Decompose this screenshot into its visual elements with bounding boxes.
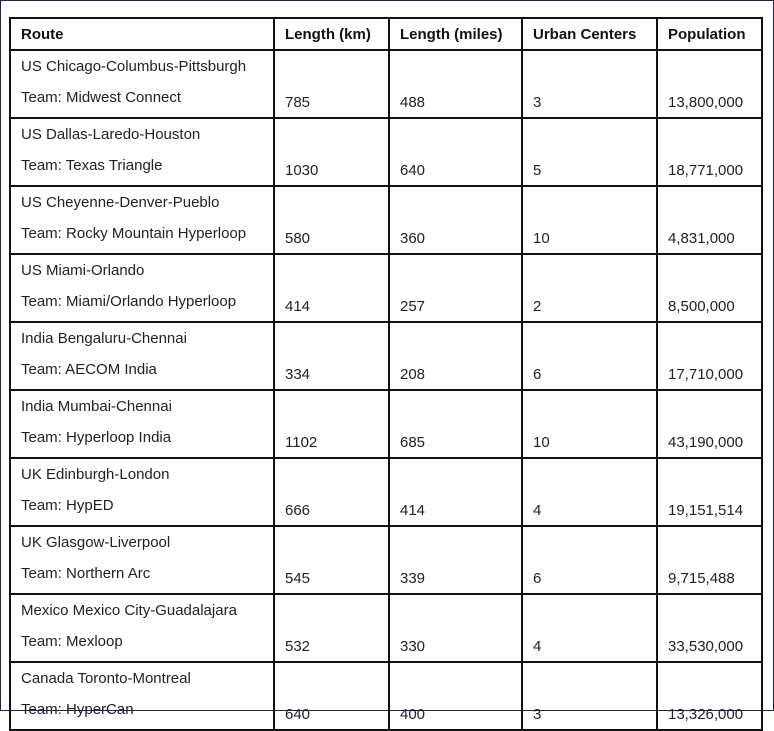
team-name: Team: Miami/Orlando Hyperloop [21, 293, 237, 310]
table-cell: 2 [521, 253, 658, 323]
route-name: Mexico Mexico City-Guadalajara [21, 602, 237, 619]
header-row: Route Length (km) Length (miles) Urban Cent… [9, 17, 763, 51]
table-cell: 17,710,000 [656, 321, 763, 391]
team-name: Team: Hyperloop India [21, 429, 172, 446]
table-cell: 488 [388, 49, 523, 119]
team-name: Team: HyperCan [21, 701, 134, 718]
team-name: Team: HypED [21, 497, 114, 514]
table-cell: 6 [521, 525, 658, 595]
table-row: US Miami-Orlando Team: Miami/Orlando Hype… [9, 253, 763, 323]
header-cell: Length (km) [273, 17, 390, 51]
table-row: US Cheyenne-Denver-Pueblo Team: Rocky Mou… [9, 185, 763, 255]
route-name: Canada Toronto-Montreal [21, 670, 191, 687]
route-cell: India Bengaluru-Chennai Team: AECOM India [9, 321, 275, 391]
table-cell: 334 [273, 321, 390, 391]
header-cell: Urban Centers [521, 17, 658, 51]
route-cell: US Chicago-Columbus-Pittsburgh Team: Midw… [9, 49, 275, 119]
table-cell: 43,190,000 [656, 389, 763, 459]
table-cell: 666 [273, 457, 390, 527]
table-cell: 18,771,000 [656, 117, 763, 187]
route-name: US Miami-Orlando [21, 262, 145, 279]
table-row: US Dallas-Laredo-Houston Team: Texas Tria… [9, 117, 763, 187]
route-cell: UK Glasgow-Liverpool Team: Northern Arc [9, 525, 275, 595]
table-cell: 532 [273, 593, 390, 663]
route-cell: India Mumbai-Chennai Team: Hyperloop Indi… [9, 389, 275, 459]
table-cell: 640 [388, 117, 523, 187]
table-row: Canada Toronto-Montreal Team: HyperCan 640… [9, 661, 763, 731]
team-name: Team: Texas Triangle [21, 157, 163, 174]
table-cell: 19,151,514 [656, 457, 763, 527]
table-cell: 10 [521, 185, 658, 255]
route-name: US Chicago-Columbus-Pittsburgh [21, 58, 247, 75]
table-body: US Chicago-Columbus-Pittsburgh Team: Midw… [9, 49, 763, 731]
route-name: UK Edinburgh-London [21, 466, 170, 483]
route-name: India Mumbai-Chennai [21, 398, 172, 415]
table-cell: 414 [273, 253, 390, 323]
table-cell: 6 [521, 321, 658, 391]
route-table: Route Length (km) Length (miles) Urban Cent… [9, 17, 763, 731]
table-cell: 685 [388, 389, 523, 459]
table-cell: 208 [388, 321, 523, 391]
route-cell: US Miami-Orlando Team: Miami/Orlando Hype… [9, 253, 275, 323]
header-cell: Length (miles) [388, 17, 523, 51]
table-cell: 13,326,000 [656, 661, 763, 731]
table-cell: 4 [521, 457, 658, 527]
table-cell: 3 [521, 49, 658, 119]
header-cell: Population [656, 17, 763, 51]
table-row: India Mumbai-Chennai Team: Hyperloop Indi… [9, 389, 763, 459]
table-cell: 13,800,000 [656, 49, 763, 119]
team-name: Team: Northern Arc [21, 565, 151, 582]
header-cell: Route [9, 17, 275, 51]
table-cell: 785 [273, 49, 390, 119]
table-cell: 640 [273, 661, 390, 731]
table-cell: 414 [388, 457, 523, 527]
table-cell: 4 [521, 593, 658, 663]
table-row: UK Edinburgh-London Team: HypED 666 414 4 19,… [9, 457, 763, 527]
route-name: US Cheyenne-Denver-Pueblo [21, 194, 220, 211]
table-row: Mexico Mexico City-Guadalajara Team: Mexl… [9, 593, 763, 663]
team-name: Team: Midwest Connect [21, 89, 182, 106]
team-name: Team: Rocky Mountain Hyperloop [21, 225, 247, 242]
team-name: Team: AECOM India [21, 361, 157, 378]
route-cell: US Cheyenne-Denver-Pueblo Team: Rocky Mou… [9, 185, 275, 255]
table-cell: 33,530,000 [656, 593, 763, 663]
table-cell: 400 [388, 661, 523, 731]
table-cell: 257 [388, 253, 523, 323]
table-cell: 9,715,488 [656, 525, 763, 595]
table-row: UK Glasgow-Liverpool Team: Northern Arc 54… [9, 525, 763, 595]
route-cell: UK Edinburgh-London Team: HypED [9, 457, 275, 527]
table-cell: 339 [388, 525, 523, 595]
route-name: UK Glasgow-Liverpool [21, 534, 171, 551]
team-name: Team: Mexloop [21, 633, 123, 650]
route-name: India Bengaluru-Chennai [21, 330, 187, 347]
table-cell: 360 [388, 185, 523, 255]
table-cell: 8,500,000 [656, 253, 763, 323]
route-cell: Mexico Mexico City-Guadalajara Team: Mexl… [9, 593, 275, 663]
table-cell: 5 [521, 117, 658, 187]
table-cell: 3 [521, 661, 658, 731]
route-name: US Dallas-Laredo-Houston [21, 126, 201, 143]
table-row: India Bengaluru-Chennai Team: AECOM India… [9, 321, 763, 391]
table-cell: 1102 [273, 389, 390, 459]
table-cell: 1030 [273, 117, 390, 187]
route-cell: Canada Toronto-Montreal Team: HyperCan [9, 661, 275, 731]
table-cell: 4,831,000 [656, 185, 763, 255]
table-cell: 545 [273, 525, 390, 595]
table-cell: 10 [521, 389, 658, 459]
table-cell: 580 [273, 185, 390, 255]
route-cell: US Dallas-Laredo-Houston Team: Texas Tria… [9, 117, 275, 187]
table-row: US Chicago-Columbus-Pittsburgh Team: Midw… [9, 49, 763, 119]
table-cell: 330 [388, 593, 523, 663]
